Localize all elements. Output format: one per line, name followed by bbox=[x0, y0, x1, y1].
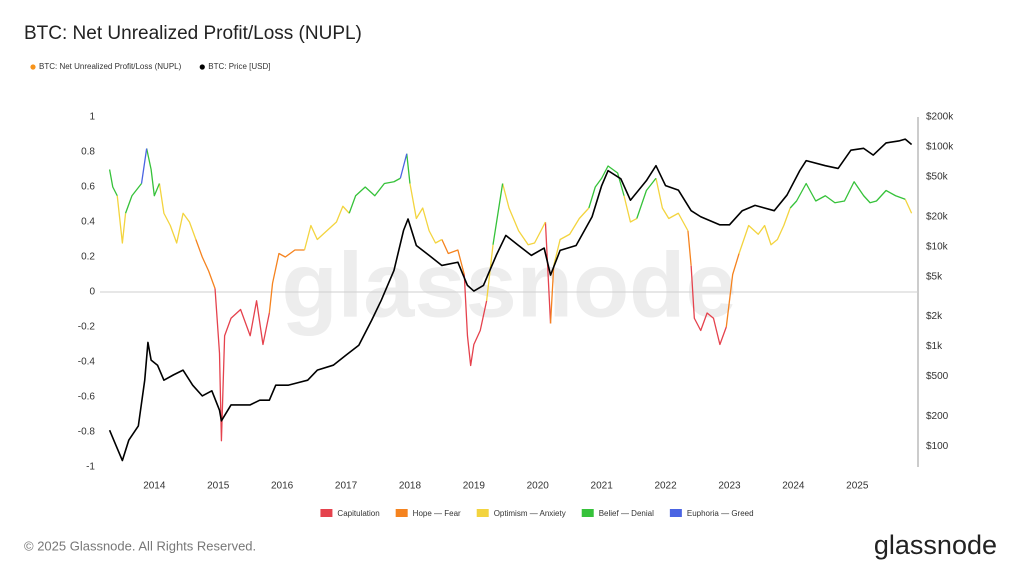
legend-label: Capitulation bbox=[337, 509, 379, 518]
legend-label: Hope — Fear bbox=[413, 509, 461, 518]
footer: © 2025 Glassnode. All Rights Reserved. bbox=[24, 538, 256, 553]
x-tick-label: 2017 bbox=[335, 481, 358, 492]
x-tick-label: 2016 bbox=[271, 481, 294, 492]
x-tick-label: 2025 bbox=[846, 481, 869, 492]
y-tick-label: -0.4 bbox=[78, 357, 96, 368]
y-tick-label: 0.2 bbox=[81, 252, 95, 263]
legend-label: BTC: Price [USD] bbox=[208, 62, 270, 71]
y-tick-label: 1 bbox=[89, 112, 95, 123]
nupl-zone-line bbox=[108, 148, 906, 245]
y-tick-label: -0.2 bbox=[78, 322, 96, 333]
legend-swatch bbox=[320, 509, 333, 517]
nupl-zone-line bbox=[140, 148, 408, 184]
legend-label: BTC: Net Unrealized Profit/Loss (NUPL) bbox=[39, 62, 182, 71]
legend-label: Belief — Denial bbox=[599, 509, 654, 518]
y2-tick-label: $100 bbox=[926, 441, 949, 452]
y-tick-label: -0.6 bbox=[78, 392, 96, 403]
x-tick-label: 2014 bbox=[143, 481, 166, 492]
y2-tick-label: $2k bbox=[926, 311, 943, 322]
y2-tick-label: $200 bbox=[926, 411, 949, 422]
nupl-zone-line bbox=[195, 230, 740, 328]
nupl-zone-line bbox=[214, 221, 727, 442]
legend-swatch bbox=[581, 509, 594, 517]
legend-swatch bbox=[476, 509, 489, 517]
brand-logo: glassnode bbox=[874, 530, 997, 560]
y-tick-label: 0.8 bbox=[81, 147, 95, 158]
x-tick-label: 2023 bbox=[718, 481, 741, 492]
legend-marker bbox=[199, 64, 205, 70]
legend-label: Euphoria — Greed bbox=[687, 509, 754, 518]
y2-tick-label: $5k bbox=[926, 271, 943, 282]
legend-swatch bbox=[669, 509, 682, 517]
y2-tick-label: $20k bbox=[926, 211, 949, 222]
x-tick-label: 2015 bbox=[207, 481, 230, 492]
x-tick-label: 2020 bbox=[527, 481, 550, 492]
y2-tick-label: $200k bbox=[926, 112, 954, 123]
y-tick-label: 0.4 bbox=[81, 217, 95, 228]
x-tick-label: 2018 bbox=[399, 481, 422, 492]
watermark: glassnode bbox=[281, 234, 736, 336]
price-line bbox=[108, 138, 913, 462]
y-tick-label: -0.8 bbox=[78, 427, 96, 438]
x-tick-label: 2021 bbox=[591, 481, 614, 492]
nupl-zone-line bbox=[116, 178, 913, 301]
legend-label: Optimism — Anxiety bbox=[494, 509, 566, 518]
x-tick-label: 2024 bbox=[782, 481, 805, 492]
y2-tick-label: $50k bbox=[926, 172, 949, 183]
x-tick-label: 2022 bbox=[654, 481, 677, 492]
legend-marker bbox=[30, 64, 36, 70]
x-tick-label: 2019 bbox=[463, 481, 486, 492]
y2-tick-label: $500 bbox=[926, 371, 949, 382]
y2-tick-label: $100k bbox=[926, 142, 954, 153]
chart-title: BTC: Net Unrealized Profit/Loss (NUPL) bbox=[24, 23, 362, 44]
legend-swatch bbox=[395, 509, 408, 517]
y2-tick-label: $10k bbox=[926, 241, 949, 252]
y-tick-label: -1 bbox=[86, 462, 95, 473]
y-tick-label: 0 bbox=[89, 287, 95, 298]
y-tick-label: 0.6 bbox=[81, 182, 95, 193]
y2-tick-label: $1k bbox=[926, 341, 943, 352]
